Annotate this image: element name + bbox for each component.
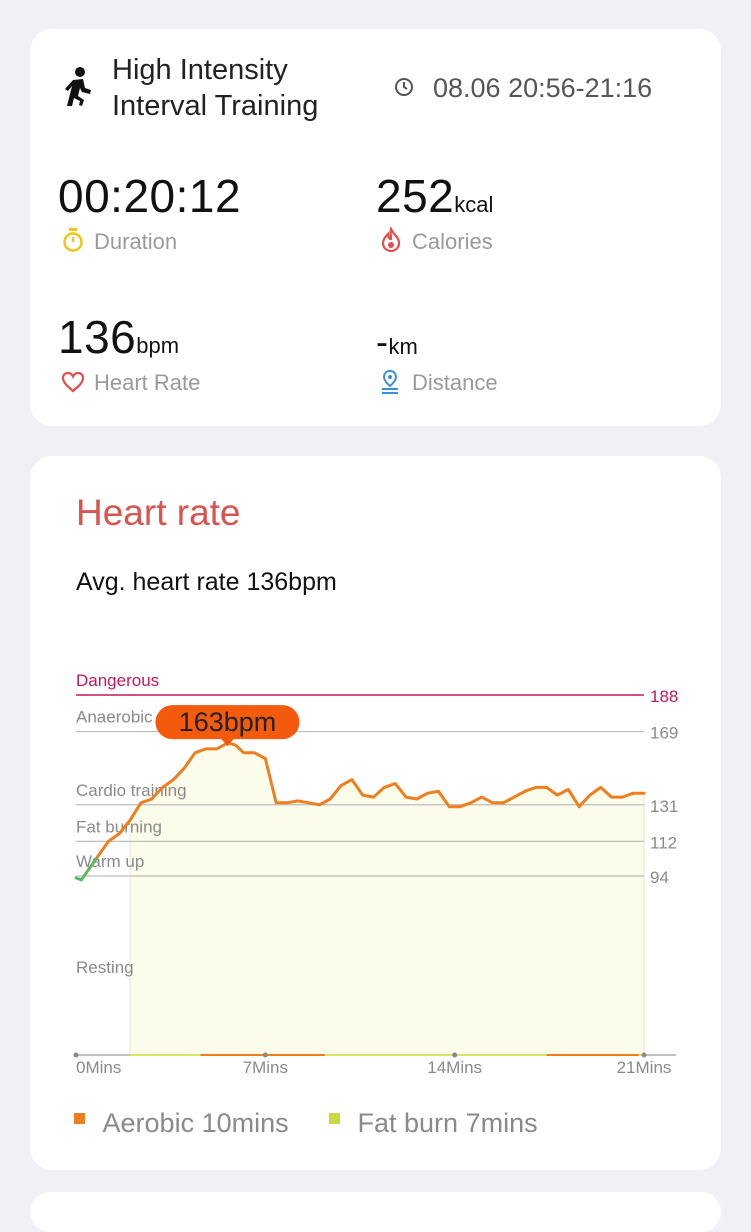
x-tick-label: 14Mins	[427, 1058, 482, 1077]
zone-label-warm-up: Warm up	[76, 852, 144, 871]
clock-icon	[394, 77, 414, 97]
heart-rate-section-title: Heart rate	[76, 492, 241, 533]
heart-rate-card: Heart rate Avg. heart rate 136bpm 188 Dan…	[30, 456, 721, 1170]
distance-value: -	[376, 321, 389, 362]
calories-value-group: 252kcal	[376, 169, 493, 223]
peak-label: 163bpm	[179, 707, 277, 737]
heart-icon	[61, 371, 85, 393]
zone-value-dangerous: 188	[650, 687, 678, 706]
peak-badge-pointer	[220, 738, 235, 747]
workout-time-range: 08.06 20:56-21:16	[433, 73, 653, 103]
heart-rate-value-group: 136bpm	[58, 310, 179, 364]
zone-label-dangerous: Dangerous	[76, 671, 159, 690]
heart-rate-unit: bpm	[136, 333, 180, 358]
location-pin-icon	[379, 369, 401, 395]
legend-item-aerobic: Aerobic 10mins	[74, 1108, 289, 1139]
zone-value-anaerobic: 169	[650, 724, 678, 743]
workout-title-line2: Interval Training	[112, 90, 319, 122]
x-tick-dot	[452, 1052, 458, 1058]
x-tick-dot	[262, 1052, 268, 1058]
average-heart-rate-text: Avg. heart rate 136bpm	[76, 568, 337, 596]
legend-label-fat-burn: Fat burn 7mins	[357, 1108, 538, 1138]
heart-rate-value: 136	[58, 311, 137, 363]
zone-value-warm-up: 94	[650, 868, 669, 887]
x-tick-label: 7Mins	[243, 1058, 288, 1077]
legend-label-aerobic: Aerobic 10mins	[102, 1108, 289, 1138]
zone-label-anaerobic: Anaerobic	[76, 708, 153, 727]
heart-rate-chart: 188 Dangerous 169 Anaerobic 131 Cardio traini…	[73, 671, 678, 1077]
zone-label-resting: Resting	[76, 958, 134, 977]
calories-unit: kcal	[454, 192, 494, 217]
x-tick-label: 21Mins	[617, 1058, 672, 1077]
flame-icon	[380, 225, 402, 253]
legend-item-fat-burn: Fat burn 7mins	[329, 1108, 538, 1139]
legend-swatch-aerobic	[74, 1113, 85, 1124]
zone-label-cardio-training: Cardio training	[76, 781, 187, 800]
stopwatch-icon	[62, 228, 84, 252]
legend-swatch-fat-burn	[329, 1113, 340, 1124]
next-card-peek	[30, 1192, 721, 1232]
x-tick-dot	[641, 1052, 647, 1058]
calories-value: 252	[376, 170, 455, 222]
zone-value-cardio-training: 131	[650, 797, 678, 816]
workout-title: High Intensity Interval Training	[112, 52, 318, 124]
x-tick-label: 0Mins	[76, 1058, 121, 1077]
workout-summary-card: High Intensity Interval Training 08.06 2…	[30, 29, 721, 426]
workout-title-line1: High Intensity	[112, 54, 288, 86]
calories-label: Calories	[412, 229, 493, 254]
heart-rate-label: Heart Rate	[94, 370, 201, 395]
heart-rate-line-warmup	[74, 855, 100, 882]
x-tick-dot	[73, 1052, 79, 1058]
heart-rate-line	[96, 741, 646, 859]
distance-unit: km	[388, 334, 418, 359]
distance-value-group: -km	[376, 321, 418, 363]
peak-badge	[155, 705, 300, 740]
running-figure-icon	[63, 66, 93, 110]
duration-value: 00:20:12	[58, 170, 242, 222]
zone-label-fat-burning: Fat burning	[76, 817, 162, 836]
duration-label: Duration	[94, 229, 178, 254]
distance-label: Distance	[412, 370, 498, 395]
zone-value-fat-burning: 112	[650, 833, 677, 852]
